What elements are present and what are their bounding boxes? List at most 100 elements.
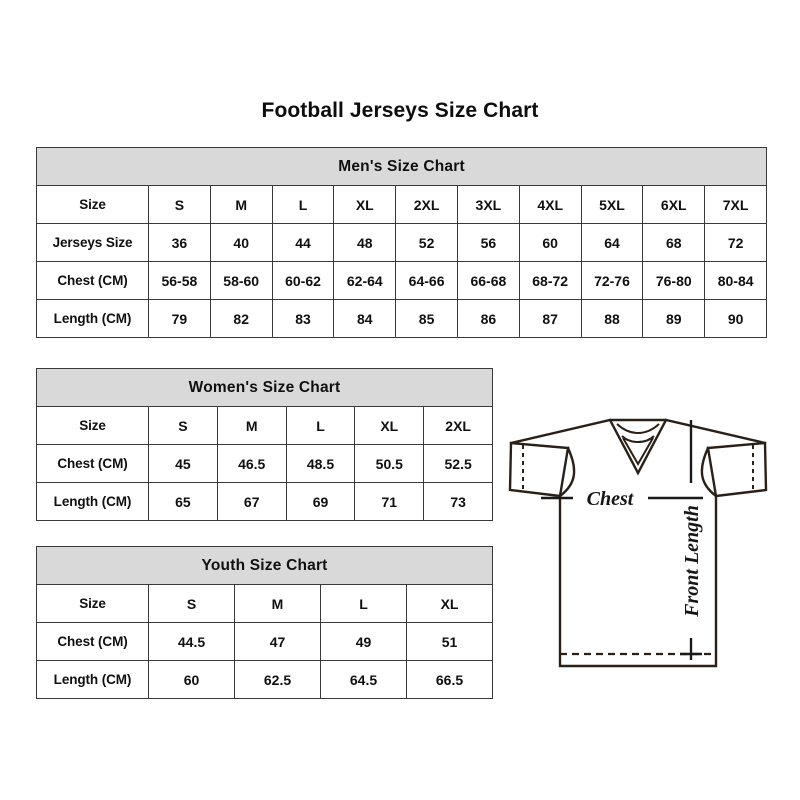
table-cell: 87	[518, 299, 582, 338]
torso-outline	[558, 446, 718, 668]
table-cell: 85	[395, 299, 458, 338]
youth-size-chart-table: Youth Size Chart Size S M L XL Chest (CM…	[35, 546, 494, 699]
table-cell: 6XL	[642, 185, 706, 224]
table-cell: 3XL	[456, 185, 520, 224]
youth-chart-caption: Youth Size Chart	[35, 546, 494, 585]
table-cell: 89	[642, 299, 706, 338]
jersey-diagram: Chest Front Length	[498, 398, 778, 698]
table-cell: 64	[580, 223, 644, 262]
table-cell: XL	[405, 584, 494, 623]
row-label-length: Length (CM)	[36, 482, 149, 521]
table-cell: 65	[148, 482, 218, 521]
table-cell: M	[209, 185, 273, 224]
table-cell: 79	[148, 299, 211, 338]
table-cell: 73	[423, 482, 494, 521]
table-cell: 88	[580, 299, 644, 338]
mens-size-chart-table: Men's Size Chart Size S M L XL 2XL 3XL 4…	[35, 147, 768, 338]
vneck-outer	[608, 418, 668, 476]
table-cell: XL	[333, 185, 397, 224]
row-label-size: Size	[36, 185, 149, 224]
table-cell: 2XL	[395, 185, 458, 224]
table-cell: 69	[285, 482, 356, 521]
row-label-chest: Chest (CM)	[36, 622, 149, 661]
shoulder-line	[509, 418, 767, 445]
row-label-length: Length (CM)	[36, 299, 149, 338]
table-row: Size S M L XL 2XL 3XL 4XL 5XL 6XL 7XL	[36, 185, 768, 224]
table-cell: S	[148, 584, 235, 623]
table-cell: 52	[395, 223, 458, 262]
mens-chart-caption: Men's Size Chart	[35, 147, 768, 186]
table-row: Chest (CM) 44.5 47 49 51	[36, 622, 494, 661]
table-cell: 76-80	[642, 261, 706, 300]
table-cell: 47	[234, 622, 321, 661]
table-cell: M	[216, 406, 287, 445]
row-label-chest: Chest (CM)	[36, 444, 149, 483]
row-label-chest: Chest (CM)	[36, 261, 149, 300]
table-cell: 60	[518, 223, 582, 262]
table-cell: L	[320, 584, 407, 623]
table-cell: 44.5	[148, 622, 235, 661]
table-cell: 36	[148, 223, 211, 262]
table-cell: 5XL	[580, 185, 644, 224]
row-label-size: Size	[36, 406, 149, 445]
table-cell: S	[148, 185, 211, 224]
row-label-size: Size	[36, 584, 149, 623]
vneck-inner-v	[622, 437, 654, 467]
table-cell: 48	[333, 223, 397, 262]
table-row: Length (CM) 60 62.5 64.5 66.5	[36, 660, 494, 699]
table-cell: 68	[642, 223, 706, 262]
table-cell: 84	[333, 299, 397, 338]
table-row: Length (CM) 79 82 83 84 85 86 87 88 89 9…	[36, 299, 768, 338]
table-cell: 40	[209, 223, 273, 262]
table-row: Chest (CM) 45 46.5 48.5 50.5 52.5	[36, 444, 494, 483]
table-cell: XL	[354, 406, 425, 445]
womens-size-chart-table: Women's Size Chart Size S M L XL 2XL Che…	[35, 368, 494, 521]
table-row: Size S M L XL	[36, 584, 494, 623]
table-cell: 56-58	[148, 261, 211, 300]
table-cell: 51	[405, 622, 494, 661]
table-cell: 90	[704, 299, 768, 338]
table-row: Length (CM) 65 67 69 71 73	[36, 482, 494, 521]
row-label-jerseys-size: Jerseys Size	[36, 223, 149, 262]
table-caption-row: Women's Size Chart	[35, 368, 494, 407]
table-cell: L	[271, 185, 335, 224]
row-label-length: Length (CM)	[36, 660, 149, 699]
table-cell: 80-84	[704, 261, 768, 300]
table-row: Jerseys Size 36 40 44 48 52 56 60 64 68 …	[36, 223, 768, 262]
table-cell: M	[234, 584, 321, 623]
table-cell: 44	[271, 223, 335, 262]
table-cell: 49	[320, 622, 407, 661]
table-cell: 62.5	[234, 660, 321, 699]
vneck-inner-band	[621, 435, 655, 443]
table-cell: 46.5	[216, 444, 287, 483]
table-row: Chest (CM) 56-58 58-60 60-62 62-64 64-66…	[36, 261, 768, 300]
table-cell: 56	[456, 223, 520, 262]
table-cell: 86	[456, 299, 520, 338]
table-caption-row: Men's Size Chart	[35, 147, 768, 186]
table-cell: 67	[216, 482, 287, 521]
chest-dimension-label: Chest	[587, 488, 635, 510]
table-cell: 62-64	[333, 261, 397, 300]
table-cell: 68-72	[518, 261, 582, 300]
table-cell: 58-60	[209, 261, 273, 300]
table-cell: 71	[354, 482, 425, 521]
table-cell: 52.5	[423, 444, 494, 483]
table-cell: S	[148, 406, 218, 445]
table-cell: 72	[704, 223, 768, 262]
page-title: Football Jerseys Size Chart	[261, 99, 539, 122]
table-cell: 48.5	[285, 444, 356, 483]
right-sleeve-outline	[706, 441, 768, 498]
table-row: Size S M L XL 2XL	[36, 406, 494, 445]
table-cell: 83	[271, 299, 335, 338]
table-cell: 66-68	[456, 261, 520, 300]
table-cell: 7XL	[704, 185, 768, 224]
table-cell: 66.5	[405, 660, 494, 699]
table-cell: 72-76	[580, 261, 644, 300]
table-cell: 2XL	[423, 406, 494, 445]
table-cell: 64-66	[395, 261, 458, 300]
front-length-dimension-label: Front Length	[681, 505, 703, 618]
table-cell: 82	[209, 299, 273, 338]
table-cell: 4XL	[518, 185, 582, 224]
table-cell: 64.5	[320, 660, 407, 699]
